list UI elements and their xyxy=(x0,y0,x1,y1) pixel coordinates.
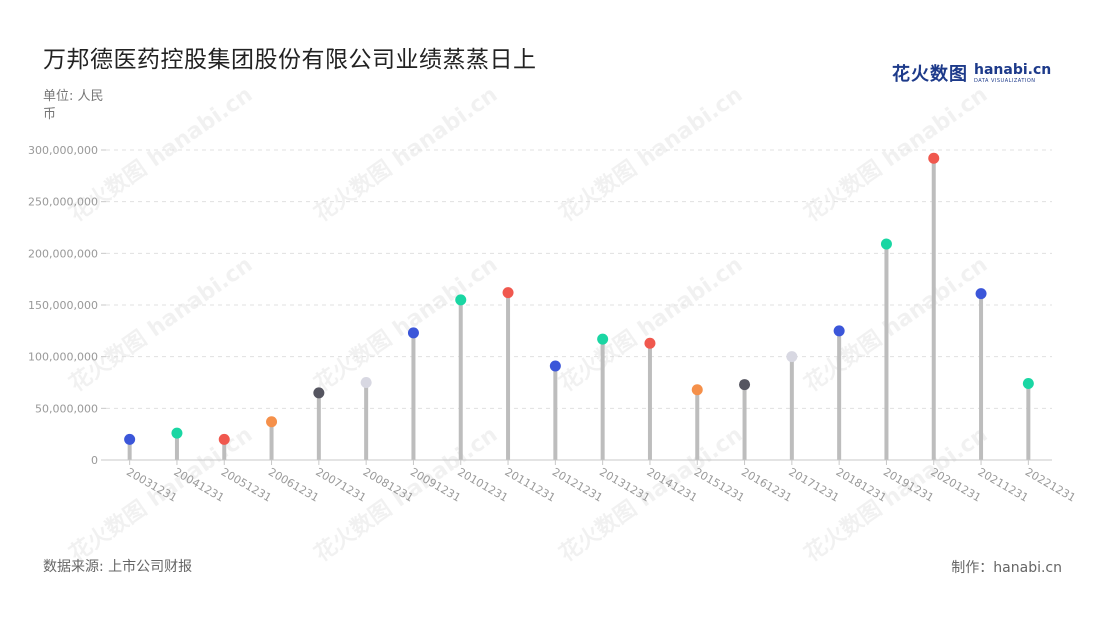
y-tick-label: 250,000,000 xyxy=(28,196,98,209)
point-20091231 xyxy=(407,327,419,339)
x-tick-label: 20071231 xyxy=(313,465,368,504)
point-20151231 xyxy=(691,384,703,396)
point-20031231 xyxy=(124,433,136,445)
point-20181231 xyxy=(833,325,845,337)
logo-site-name: hanabi.cn xyxy=(974,61,1052,78)
point-20101231 xyxy=(455,294,467,306)
x-tick-label: 20211231 xyxy=(976,465,1031,504)
point-20141231 xyxy=(644,337,656,349)
y-tick-label: 0 xyxy=(91,454,98,467)
point-20131231 xyxy=(597,333,609,345)
data-source: 数据来源: 上市公司财报 xyxy=(43,559,193,575)
watermark-text: 花火数图 hanabi.cn xyxy=(800,81,993,227)
points xyxy=(124,152,1034,445)
watermark-text: 花火数图 hanabi.cn xyxy=(310,81,503,227)
point-20111231 xyxy=(502,287,514,299)
x-tick-label: 20061231 xyxy=(266,465,321,504)
watermark-text: 花火数图 hanabi.cn xyxy=(555,81,748,227)
y-tick-label: 150,000,000 xyxy=(28,299,98,312)
point-20221231 xyxy=(1022,378,1034,390)
watermark-text: 花火数图 hanabi.cn xyxy=(65,251,258,397)
point-20051231 xyxy=(218,433,230,445)
unit-label: 单位: 人民币 xyxy=(43,89,104,122)
stems xyxy=(127,158,1031,460)
point-20081231 xyxy=(360,377,372,388)
watermark-text: 花火数图 hanabi.cn xyxy=(310,251,503,397)
logo-brand-text: 花火数图 xyxy=(892,64,968,85)
x-tick-label: 20101231 xyxy=(455,465,510,504)
y-tick-label: 200,000,000 xyxy=(28,247,98,260)
x-tick-label: 20181231 xyxy=(834,465,889,504)
point-20121231 xyxy=(549,360,561,372)
x-tick-label: 20221231 xyxy=(1023,465,1078,504)
x-tick-label: 20121231 xyxy=(550,465,605,504)
point-20161231 xyxy=(739,379,751,391)
logo-tagline: DATA VISUALIZATION xyxy=(974,77,1036,84)
point-20211231 xyxy=(975,288,987,300)
point-20061231 xyxy=(266,416,278,428)
point-20171231 xyxy=(786,351,798,363)
x-tick-label: 20151231 xyxy=(692,465,747,504)
x-tick-label: 20171231 xyxy=(786,465,841,504)
chart-title: 万邦德医药控股集团股份有限公司业绩蒸蒸日上 xyxy=(43,47,537,73)
logo-site: hanabi.cn DATA VISUALIZATION xyxy=(974,63,1051,84)
point-20191231 xyxy=(880,238,892,250)
x-tick-label: 20201231 xyxy=(928,465,983,504)
watermark-text: 花火数图 hanabi.cn xyxy=(800,251,993,397)
x-tick-label: 20161231 xyxy=(739,465,794,504)
brand-logo: 花火数图 hanabi.cn DATA VISUALIZATION xyxy=(892,60,1051,86)
y-tick-label: 50,000,000 xyxy=(35,402,98,415)
grid-lines xyxy=(106,149,1052,409)
y-tick-label: 300,000,000 xyxy=(28,144,98,157)
maker-credit: 制作：hanabi.cn xyxy=(951,560,1062,576)
point-20041231 xyxy=(171,427,183,439)
y-tick-label: 100,000,000 xyxy=(28,351,98,364)
point-20071231 xyxy=(313,387,325,399)
y-axis-ticks: 0 50,000,000 100,000,000 150,000,000 200,000… xyxy=(28,144,106,467)
x-tick-label: 20051231 xyxy=(219,465,274,504)
x-tick-label: 20111231 xyxy=(503,465,558,504)
point-20201231 xyxy=(928,152,940,164)
